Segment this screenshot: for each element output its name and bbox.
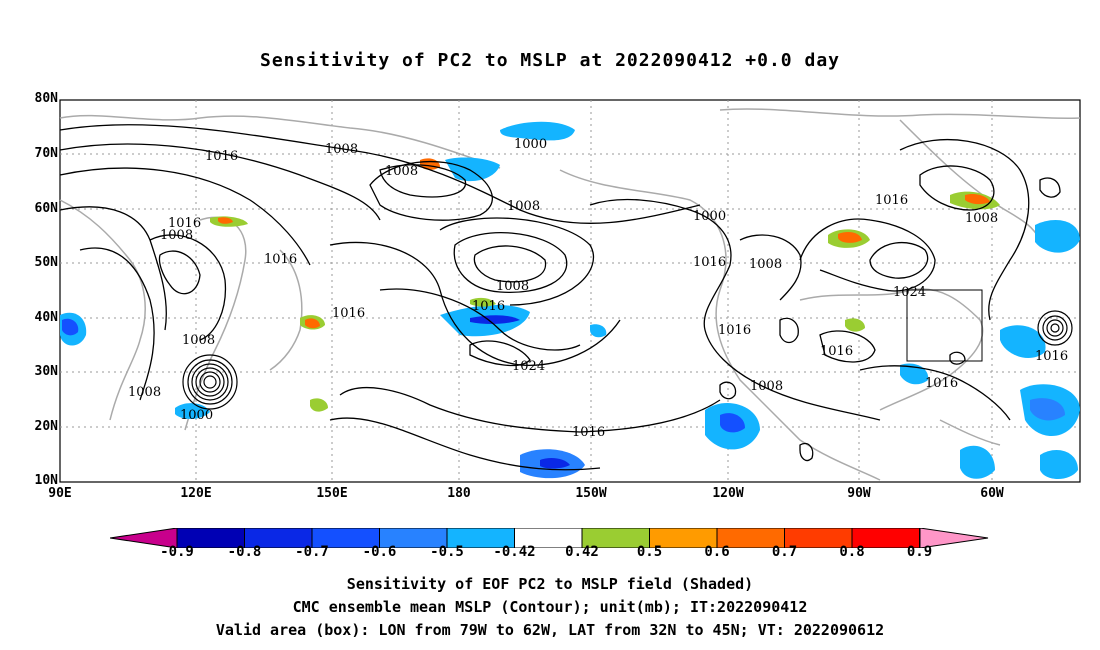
contour-label: 1016 bbox=[693, 255, 726, 270]
map-title: Sensitivity of PC2 to MSLP at 2022090412… bbox=[259, 50, 840, 71]
mslp-contours bbox=[59, 124, 1061, 471]
contour-label: 1016 bbox=[264, 252, 297, 267]
colorbar-tick-label: -0.5 bbox=[430, 544, 464, 560]
contour-label: 1016 bbox=[718, 323, 751, 338]
contour-label: 1008 bbox=[496, 279, 529, 294]
colorbar-cells bbox=[176, 528, 920, 548]
lat-label: 70N bbox=[34, 146, 58, 161]
contour-label: 1000 bbox=[180, 408, 213, 423]
lat-label: 30N bbox=[34, 364, 58, 379]
colorbar-high-end bbox=[919, 528, 989, 548]
contour-label: 1008 bbox=[182, 333, 215, 348]
sensitivity-map: 1016 1008 1000 1008 1008 1016 1008 1016 … bbox=[59, 99, 1081, 483]
contour-label: 1016 bbox=[472, 299, 505, 314]
caption-shaded: Sensitivity of EOF PC2 to MSLP field (Sh… bbox=[346, 575, 754, 593]
map-frame bbox=[59, 99, 1081, 483]
contour-label: 1016 bbox=[572, 425, 605, 440]
lon-label: 150E bbox=[316, 486, 348, 501]
contour-label: 1024 bbox=[893, 285, 926, 300]
lon-label: 120E bbox=[180, 486, 212, 501]
colorbar-tick-label: 0.8 bbox=[839, 544, 865, 560]
contour-label: 1016 bbox=[1035, 349, 1068, 364]
lon-label: 90E bbox=[48, 486, 72, 501]
contour-label: 1016 bbox=[168, 216, 201, 231]
lon-label: 120W bbox=[712, 486, 744, 501]
contour-label: 1024 bbox=[512, 359, 545, 374]
typhoon-center-contours bbox=[182, 354, 238, 410]
caption-contour: CMC ensemble mean MSLP (Contour); unit(m… bbox=[292, 598, 808, 616]
colorbar-tick-label: -0.42 bbox=[493, 544, 536, 560]
lat-label: 80N bbox=[34, 91, 58, 106]
colorbar-tick-label: -0.8 bbox=[227, 544, 262, 560]
colorbar-tick-label: 0.7 bbox=[771, 544, 798, 560]
coastlines bbox=[59, 108, 1081, 481]
colorbar-tick-label: 0.42 bbox=[565, 544, 599, 560]
hurricane-center-contours bbox=[1037, 310, 1073, 346]
lat-label: 40N bbox=[34, 310, 58, 325]
contour-label: 1008 bbox=[507, 199, 540, 214]
colorbar-tick-label: 0.5 bbox=[636, 544, 663, 560]
contour-label: 1016 bbox=[820, 344, 853, 359]
colorbar-tick-label: 0.6 bbox=[704, 544, 730, 560]
lon-label: 150W bbox=[575, 486, 607, 501]
colorbar-tick-label: -0.7 bbox=[295, 544, 329, 560]
contour-label: 1008 bbox=[325, 142, 358, 157]
lat-label: 60N bbox=[34, 201, 58, 216]
contour-label: 1000 bbox=[693, 209, 726, 224]
lat-label: 50N bbox=[34, 255, 58, 270]
contour-label: 1008 bbox=[965, 211, 998, 226]
contour-label: 1008 bbox=[128, 385, 161, 400]
contour-label: 1008 bbox=[750, 379, 783, 394]
colorbar bbox=[110, 528, 989, 548]
caption-valid-area: Valid area (box): LON from 79W to 62W, L… bbox=[215, 621, 885, 639]
colorbar-tick-label: -0.9 bbox=[160, 544, 194, 560]
valid-area-box bbox=[906, 289, 983, 362]
contour-label: 1008 bbox=[385, 164, 418, 179]
contour-label: 1008 bbox=[160, 228, 193, 243]
contour-labels: 1016 1008 1000 1008 1008 1016 1008 1016 … bbox=[128, 137, 1068, 440]
contour-label: 1016 bbox=[332, 306, 365, 321]
contour-label: 1016 bbox=[875, 193, 908, 208]
colorbar-tick-label: 0.9 bbox=[906, 544, 933, 560]
contour-label: 1000 bbox=[514, 137, 547, 152]
lat-label: 10N bbox=[34, 473, 58, 488]
lon-label: 60W bbox=[980, 486, 1004, 501]
shaded-sensitivity bbox=[60, 121, 1080, 479]
lat-label: 20N bbox=[34, 419, 58, 434]
contour-label: 1016 bbox=[205, 149, 238, 164]
lon-label: 180 bbox=[447, 486, 471, 501]
contour-label: 1008 bbox=[749, 257, 782, 272]
colorbar-tick-label: -0.6 bbox=[362, 544, 397, 560]
lon-label: 90W bbox=[847, 486, 871, 501]
contour-label: 1016 bbox=[925, 376, 958, 391]
